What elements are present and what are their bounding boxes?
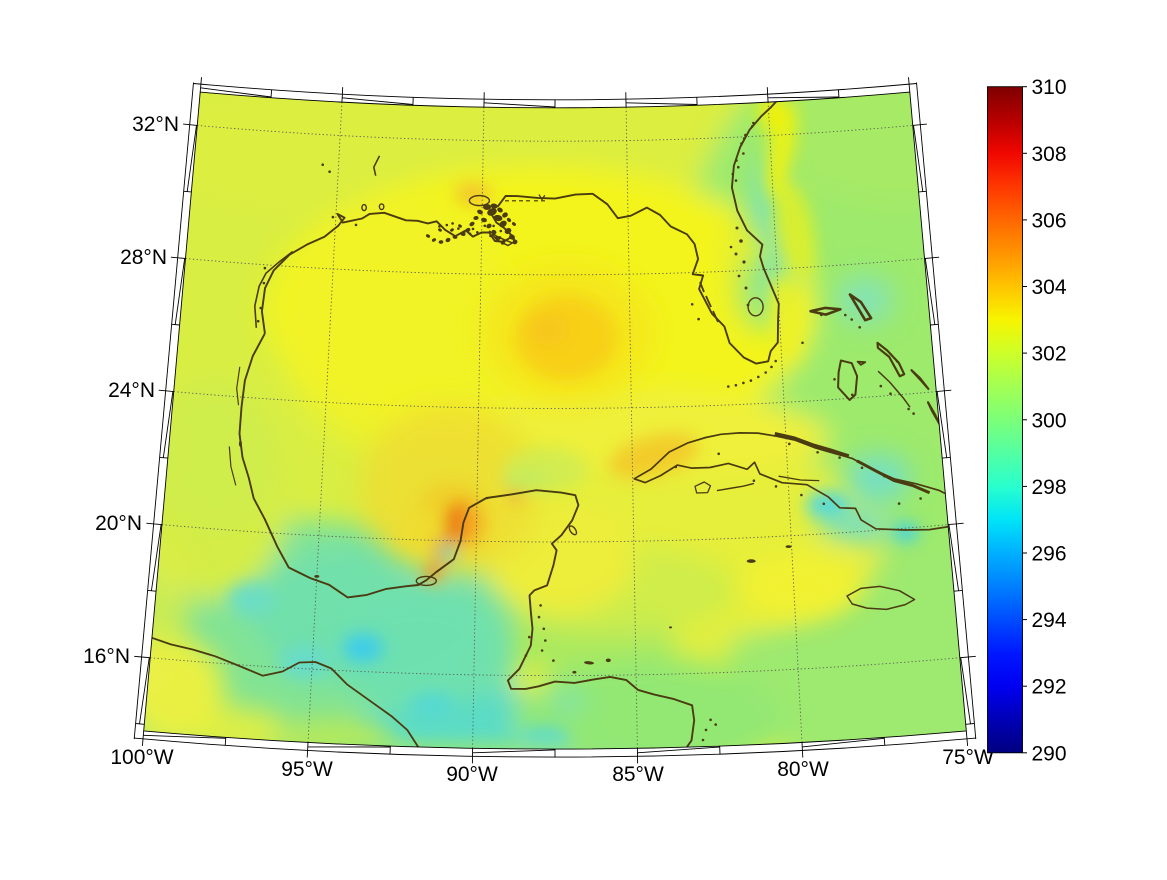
- svg-text:294: 294: [1032, 609, 1067, 632]
- svg-text:32°N: 32°N: [132, 113, 179, 136]
- svg-text:100°W: 100°W: [110, 746, 173, 769]
- svg-text:306: 306: [1032, 209, 1067, 232]
- svg-text:28°N: 28°N: [120, 246, 167, 269]
- svg-text:296: 296: [1032, 543, 1067, 566]
- svg-text:75°W: 75°W: [942, 746, 994, 769]
- svg-text:302: 302: [1032, 343, 1067, 366]
- svg-text:16°N: 16°N: [83, 645, 130, 668]
- svg-text:95°W: 95°W: [281, 758, 333, 781]
- svg-text:90°W: 90°W: [446, 763, 498, 786]
- svg-text:24°N: 24°N: [108, 379, 155, 402]
- svg-text:308: 308: [1032, 143, 1067, 166]
- svg-text:300: 300: [1032, 409, 1067, 432]
- svg-text:85°W: 85°W: [612, 763, 664, 786]
- svg-text:304: 304: [1032, 276, 1067, 299]
- svg-text:80°W: 80°W: [777, 758, 829, 781]
- svg-text:292: 292: [1032, 676, 1067, 699]
- svg-text:298: 298: [1032, 476, 1067, 499]
- svg-text:310: 310: [1032, 76, 1067, 99]
- svg-text:290: 290: [1032, 742, 1067, 765]
- svg-text:20°N: 20°N: [95, 512, 142, 535]
